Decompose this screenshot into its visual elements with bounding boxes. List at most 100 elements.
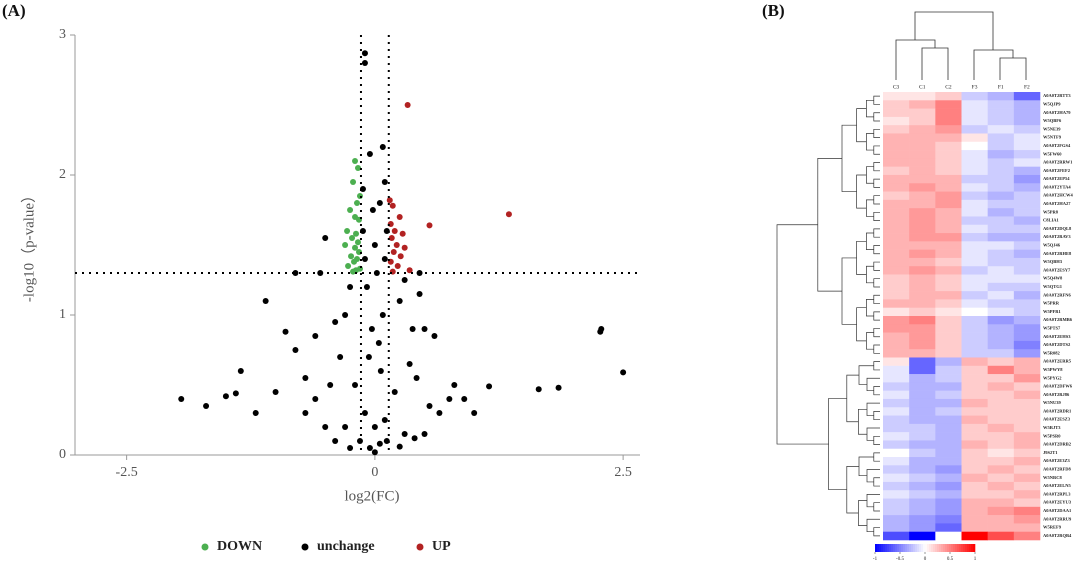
point: [342, 312, 349, 318]
heatmap-cell: [987, 415, 1015, 425]
heatmap-cell: [935, 382, 962, 391]
heatmap-cell: [909, 141, 936, 151]
heatmap-cell: [909, 92, 936, 101]
heatmap-cell: [883, 432, 910, 441]
heatmap-cell: [935, 374, 962, 383]
heatmap-cell: [935, 108, 962, 118]
heatmap-cell: [961, 191, 988, 201]
row-label: W5PFR1: [1043, 309, 1061, 314]
heatmap-cell: [1013, 274, 1041, 284]
point: [368, 326, 375, 332]
heatmap-cell: [987, 125, 1015, 134]
legend-swatch: [416, 543, 424, 551]
colorbar-segment: [965, 544, 968, 552]
heatmap-cell: [987, 116, 1015, 126]
heatmap-cell: [935, 415, 962, 425]
heatmap-cell: [961, 291, 988, 300]
row-label: C8LIA1: [1043, 218, 1060, 223]
heatmap-cell: [1013, 125, 1041, 134]
colorbar-segment: [887, 544, 890, 552]
point: [397, 253, 404, 260]
point: [381, 179, 388, 185]
heatmap-cell: [961, 465, 988, 474]
heatmap-cell: [909, 116, 936, 126]
point: [391, 228, 398, 234]
point: [376, 200, 383, 206]
legend-swatch: [201, 543, 209, 551]
heatmap-cell: [987, 473, 1015, 483]
heatmap-cell: [961, 282, 988, 292]
point: [371, 242, 378, 248]
row-label: A0A0T2RHE8: [1043, 251, 1072, 256]
heatmap-cell: [883, 523, 910, 533]
point: [352, 382, 359, 388]
row-label: W5Q4W8: [1043, 276, 1063, 281]
heatmap-cell: [961, 199, 988, 209]
heatmap-cell: [883, 274, 910, 284]
heatmap-cell: [935, 473, 962, 483]
row-label: A0A0T2DQL8: [1043, 226, 1072, 231]
heatmap-cell: [883, 125, 910, 134]
heatmap-cell: [961, 125, 988, 134]
point: [386, 197, 393, 204]
point: [375, 340, 382, 346]
colorbar-segment: [895, 544, 898, 552]
row-dendrogram: [776, 95, 880, 537]
heatmap-cell: [1013, 332, 1041, 342]
row-label: A0A0T2ESZ3: [1043, 417, 1071, 422]
heatmap-cell: [909, 266, 936, 275]
colorbar-segment: [951, 544, 954, 552]
colorbar-segment: [891, 544, 894, 552]
point: [347, 445, 354, 451]
point: [302, 375, 309, 381]
point: [366, 445, 373, 451]
point: [379, 312, 386, 318]
colorbar-segment: [941, 544, 944, 552]
heatmap-cell: [883, 440, 910, 450]
row-label: W5FW60: [1043, 151, 1062, 156]
heatmap-cell: [883, 365, 910, 375]
heatmap-cell: [935, 133, 962, 143]
heatmap-cell: [935, 166, 962, 176]
heatmap-cell: [961, 332, 988, 342]
heatmap-cell: [909, 100, 936, 109]
colorbar-segment: [903, 544, 906, 552]
heatmap-cell: [987, 357, 1015, 367]
heatmap-cell: [987, 481, 1015, 491]
point: [381, 256, 388, 262]
heatmap-cell: [1013, 299, 1041, 309]
heatmap-cell: [883, 92, 910, 101]
colorbar-segment: [889, 544, 892, 552]
colorbar-segment: [967, 544, 970, 552]
heatmap-cell: [935, 141, 962, 151]
colorbar-segment: [931, 544, 934, 552]
point: [505, 211, 512, 218]
colorbar-segment: [909, 544, 912, 552]
point: [262, 298, 269, 304]
row-label: W5NTF9: [1043, 135, 1062, 140]
heatmap-cell: [909, 481, 936, 491]
heatmap-cell: [935, 465, 962, 474]
heatmap-cell: [883, 150, 910, 159]
heatmap-cell: [1013, 100, 1041, 109]
point: [413, 375, 420, 381]
colorbar-segment: [933, 544, 936, 552]
point: [361, 50, 368, 57]
heatmap-cell: [1013, 349, 1041, 358]
heatmap-cell: [1013, 374, 1041, 383]
colorbar-segment: [961, 544, 964, 552]
colorbar-segment: [893, 544, 896, 552]
heatmap-cell: [961, 241, 988, 250]
heatmap-cell: [1013, 340, 1041, 350]
row-label: A0A0T2RJ86: [1043, 392, 1070, 397]
point: [354, 239, 361, 246]
heatmap-cell: [1013, 398, 1041, 408]
row-label: A0A0T2HA79: [1043, 110, 1071, 115]
heatmap-cell: [1013, 440, 1041, 450]
heatmap-cell: [1013, 365, 1041, 375]
heatmap-cell: [883, 415, 910, 425]
heatmap-cell: [987, 457, 1015, 466]
heatmap-cell: [1013, 515, 1041, 524]
x-axis-title: log2(FC): [344, 488, 399, 504]
point: [337, 354, 344, 360]
